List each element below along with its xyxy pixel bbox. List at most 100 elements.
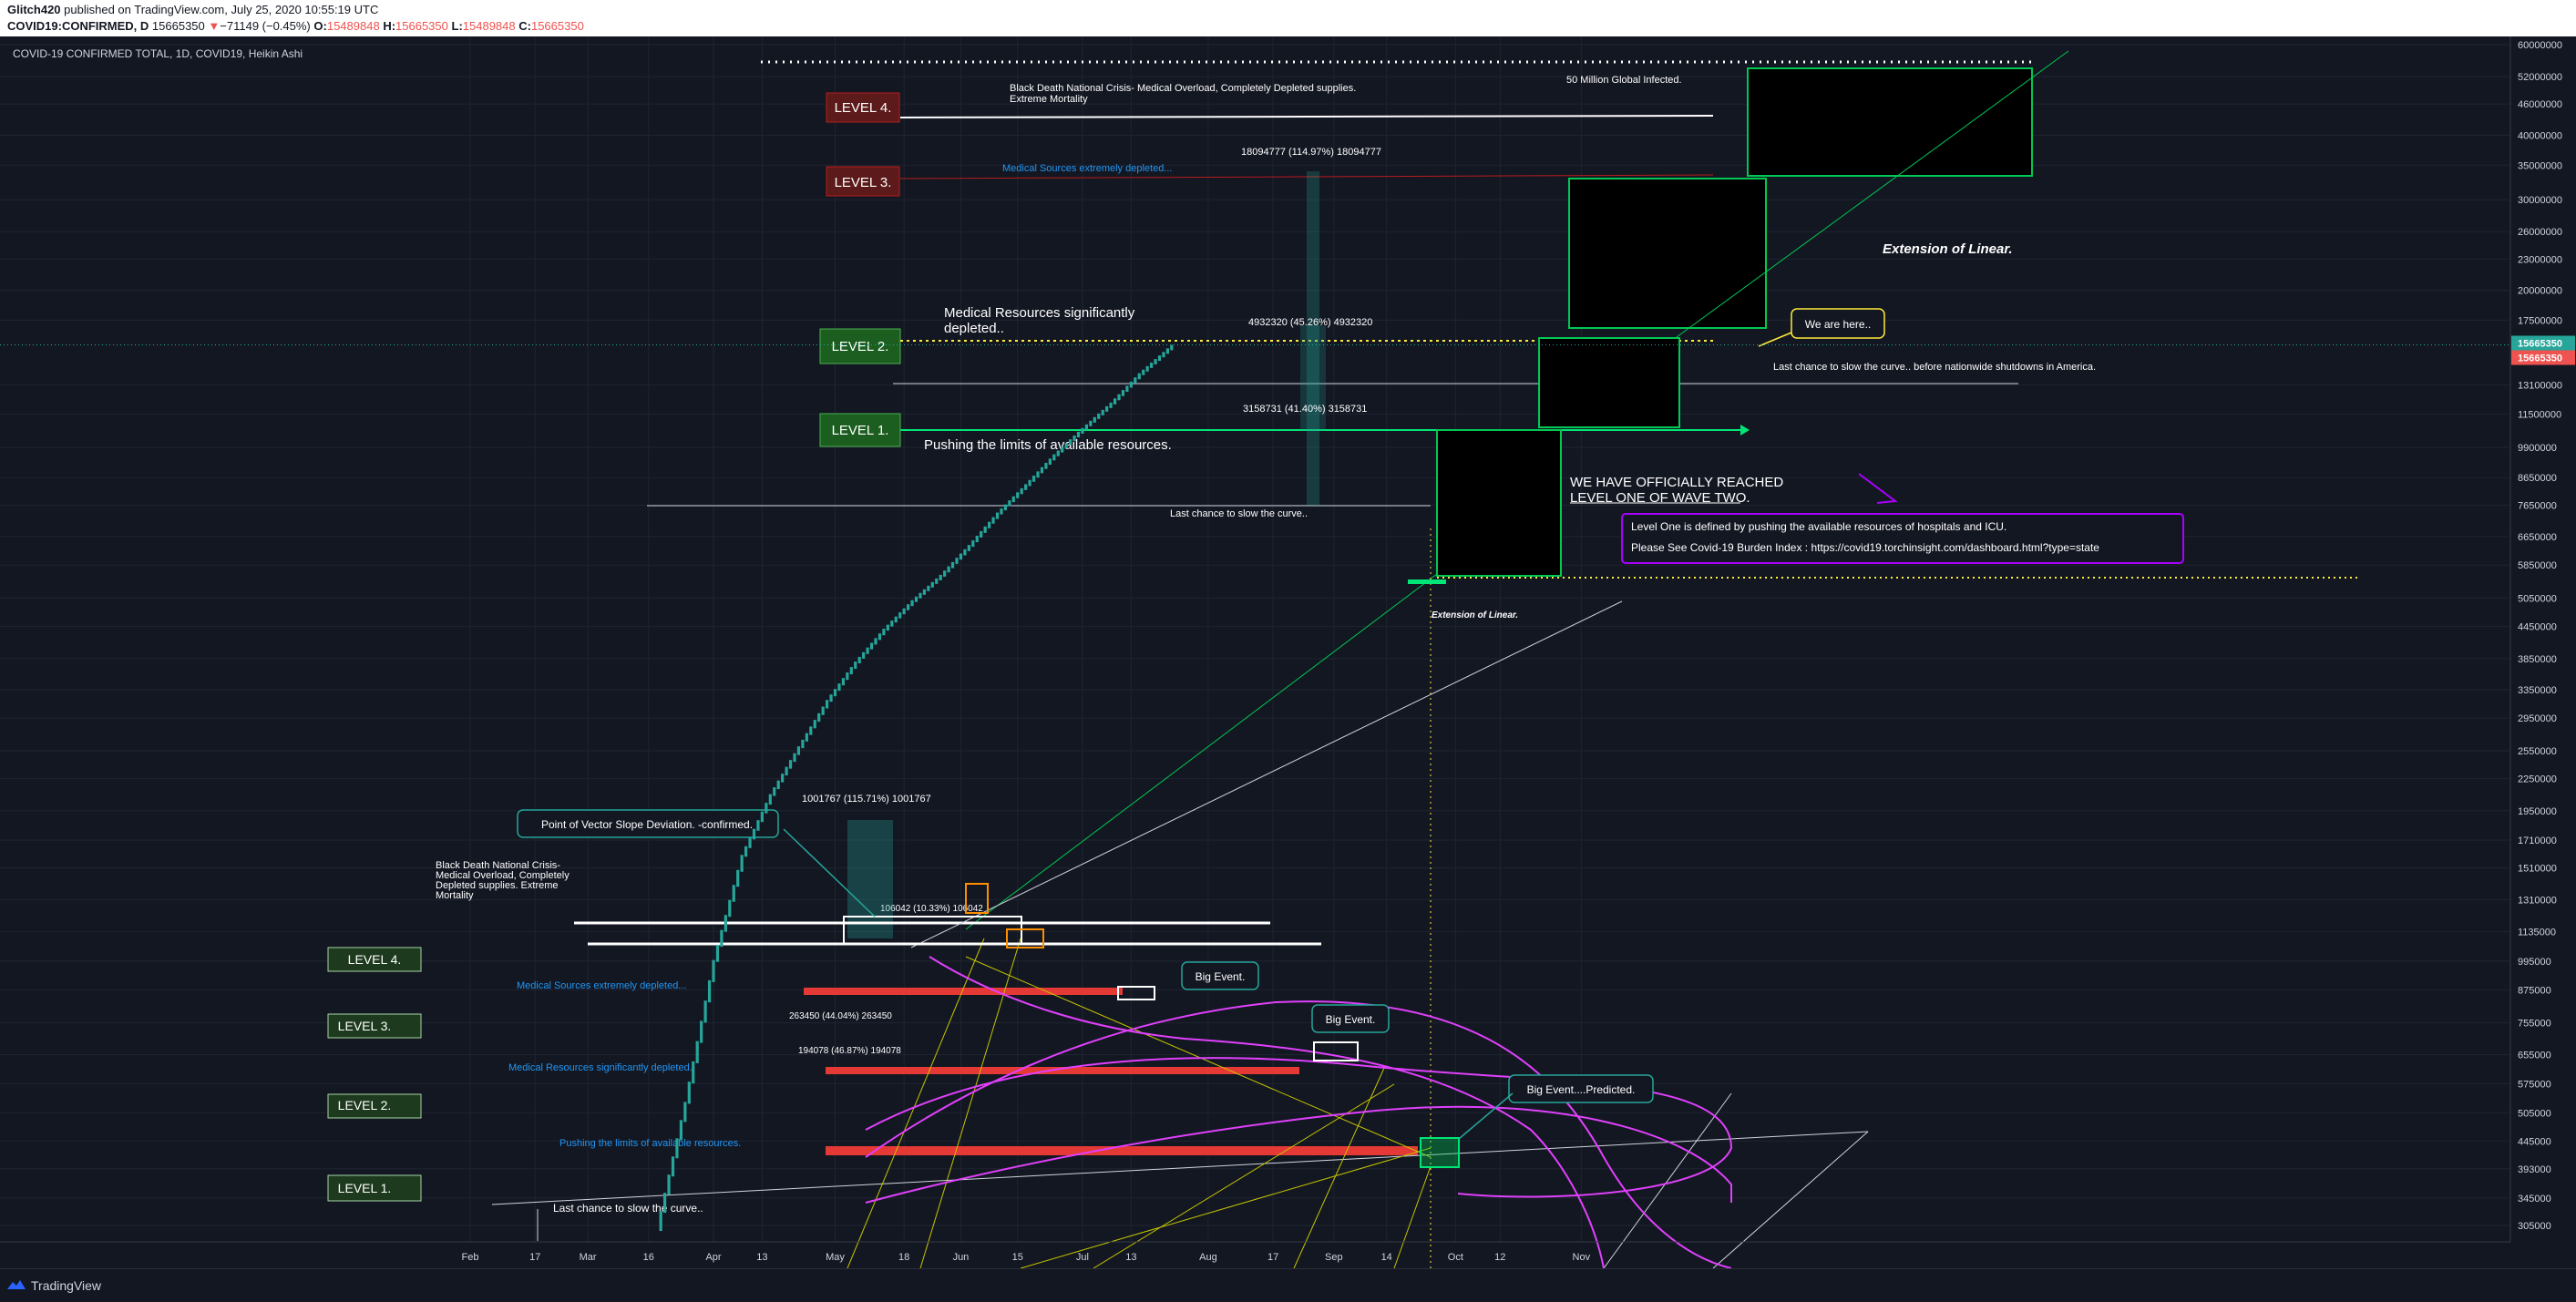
y-tick-label: 30000000 xyxy=(2518,195,2562,206)
candle xyxy=(898,612,902,619)
y-tick-label: 11500000 xyxy=(2518,409,2561,420)
y-tick-label: 995000 xyxy=(2518,957,2551,968)
candle xyxy=(894,616,898,623)
candle xyxy=(983,526,987,533)
candle xyxy=(1109,402,1113,408)
time-axis[interactable]: Feb 17 Mar 16 Apr 13 May 18 Jun 15 Jul 13 Aug 17 Sep 14… xyxy=(0,1241,2510,1263)
last-price-tag-red[interactable] xyxy=(2511,350,2575,365)
publisher-name[interactable]: Glitch420 xyxy=(7,3,61,16)
officially-line-2: LEVEL ONE OF WAVE TWO. xyxy=(1570,490,1750,506)
candle xyxy=(748,837,752,848)
candle xyxy=(1044,463,1048,469)
candle xyxy=(1093,416,1096,423)
lower-level-3-box[interactable] xyxy=(327,1013,422,1039)
candle xyxy=(796,746,801,755)
candle xyxy=(991,517,995,524)
y-tick-label: 505000 xyxy=(2518,1108,2551,1119)
lower-level-2-bar xyxy=(826,1067,1299,1074)
lower-level-2-box[interactable] xyxy=(327,1093,422,1119)
million50-text: 50 Million Global Infected. xyxy=(1566,75,1682,86)
measure-label-5: 106042 (10.33%) 106042 xyxy=(880,904,983,914)
upper-level-2-note: Medical Resources significantly depleted… xyxy=(944,305,1135,336)
y-tick-label: 1950000 xyxy=(2518,806,2557,817)
x-tick-label: 13 xyxy=(1125,1252,1136,1263)
y-tick-label: 26000000 xyxy=(2518,227,2562,238)
black-box-3 xyxy=(1538,337,1680,428)
last-price-tag-red-label: 15665350 xyxy=(2518,354,2562,364)
y-tick-label: 3350000 xyxy=(2518,685,2557,696)
candle xyxy=(700,1020,703,1043)
symbol-name: COVID19:CONFIRMED, D xyxy=(7,19,149,33)
candle xyxy=(1040,466,1044,474)
x-tick-label: 15 xyxy=(1012,1252,1023,1263)
lower-level-4-box[interactable] xyxy=(327,947,422,972)
candle xyxy=(724,915,727,932)
we-are-here-text: We are here.. xyxy=(1805,318,1871,331)
candle xyxy=(813,720,816,729)
candle xyxy=(785,766,788,776)
y-tick-label: 575000 xyxy=(2518,1079,2551,1090)
candle xyxy=(671,1156,675,1177)
upper-level-4-label: LEVEL 4. xyxy=(835,100,892,116)
x-tick-label: 12 xyxy=(1494,1252,1505,1263)
candle xyxy=(955,558,959,564)
footer-brand[interactable]: TradingView xyxy=(31,1278,102,1293)
candle xyxy=(1048,458,1052,466)
upper-level-2-box[interactable] xyxy=(819,328,901,364)
candle xyxy=(712,959,715,982)
candle xyxy=(988,521,991,528)
candle xyxy=(1165,348,1169,354)
white-diagonal-line xyxy=(910,600,1623,948)
candle xyxy=(995,512,1000,519)
we-are-here-callout xyxy=(1791,308,1885,339)
candle xyxy=(837,683,841,692)
candle xyxy=(715,945,720,962)
candle xyxy=(902,608,906,615)
candle xyxy=(788,760,793,769)
candle xyxy=(975,535,979,543)
measure-label-3: 3158731 (41.40%) 3158731 xyxy=(1243,404,1367,415)
candle xyxy=(1036,471,1040,478)
candle xyxy=(939,574,942,580)
candle xyxy=(971,540,975,548)
upper-level-4-box[interactable] xyxy=(826,92,900,123)
y-tick-label: 1310000 xyxy=(2518,895,2557,906)
published-text: published on TradingView.com, July 25, 2… xyxy=(60,3,379,16)
green-rect-event xyxy=(1420,1137,1460,1168)
candle xyxy=(943,570,947,577)
candle xyxy=(922,589,926,595)
white-rect-3 xyxy=(1313,1041,1359,1061)
black-box-4 xyxy=(1436,429,1562,577)
big-event-text-2: Big Event. xyxy=(1326,1013,1376,1026)
candle xyxy=(776,780,780,790)
candle xyxy=(877,633,882,641)
lower-last-chance-text: Last chance to slow the curve.. xyxy=(553,1202,703,1215)
candle xyxy=(1000,508,1003,515)
lower-level-4-label: LEVEL 4. xyxy=(348,952,402,967)
upper-level-1-arrow-icon xyxy=(1740,425,1750,436)
candle xyxy=(1113,398,1117,405)
measure-label-1: 18094777 (114.97%) 18094777 xyxy=(1241,147,1381,158)
last-price-tag[interactable] xyxy=(2511,335,2575,351)
candle xyxy=(874,638,877,645)
orange-rect-2 xyxy=(1006,928,1044,948)
price-axis[interactable]: 60000000 52000000 46000000 40000000 35000000… xyxy=(0,36,2576,1268)
lower-level-1-box[interactable] xyxy=(327,1174,422,1202)
candle xyxy=(919,592,922,599)
upper-level-4-note: Black Death National Crisis- Medical Ove… xyxy=(1010,83,1357,105)
white-diagonal-line-2 xyxy=(1603,1092,1732,1268)
info-line-2: Please See Covid-19 Burden Index : https… xyxy=(1631,541,2099,554)
candle xyxy=(947,566,950,573)
chart-canvas[interactable]: COVID-19 CONFIRMED TOTAL, 1D, COVID19, H… xyxy=(0,36,2576,1268)
candle xyxy=(1052,454,1056,461)
candle xyxy=(1011,496,1015,503)
candle xyxy=(732,885,735,902)
candle xyxy=(910,600,914,607)
tradingview-logo-icon[interactable] xyxy=(7,1278,26,1291)
y-tick-label: 2250000 xyxy=(2518,774,2557,785)
candle xyxy=(1101,409,1104,415)
open-label: O: xyxy=(313,19,327,33)
upper-level-3-box[interactable] xyxy=(826,166,900,197)
candle xyxy=(1089,420,1093,426)
x-tick-label: Feb xyxy=(462,1252,479,1263)
